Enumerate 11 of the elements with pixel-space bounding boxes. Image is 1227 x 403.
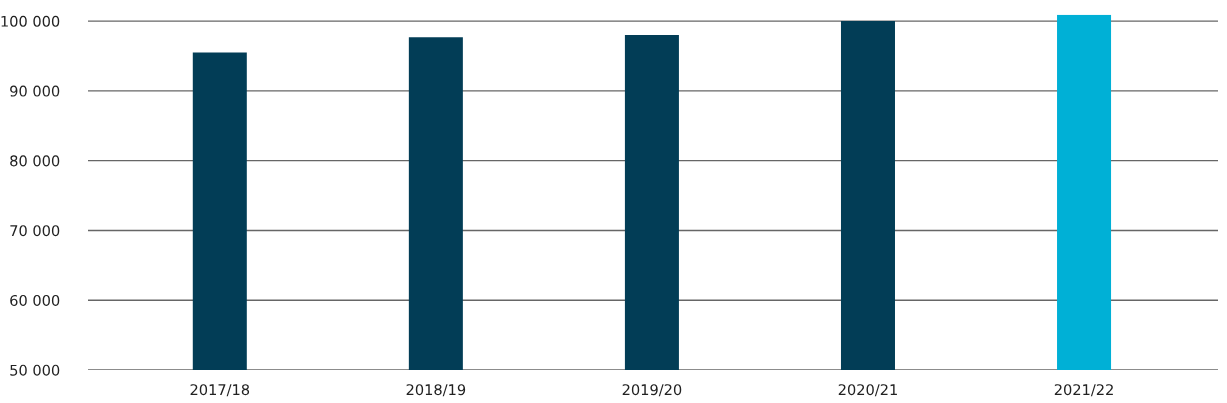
x-tick-label: 2021/22 (1054, 384, 1113, 397)
y-tick-label: 50 000 (10, 364, 60, 376)
x-tick-label: 2019/20 (622, 384, 682, 397)
y-tick-label: 90 000 (10, 85, 60, 97)
y-tick-label: 70 000 (10, 225, 60, 237)
y-tick-label: 100 000 (1, 15, 60, 27)
x-tick-label: 2017/18 (190, 384, 250, 397)
y-tick-label: 60 000 (10, 294, 60, 306)
x-tick-label: 2018/19 (406, 384, 466, 397)
x-tick-label: 2020/21 (838, 384, 897, 397)
y-tick-label: 80 000 (10, 155, 60, 167)
